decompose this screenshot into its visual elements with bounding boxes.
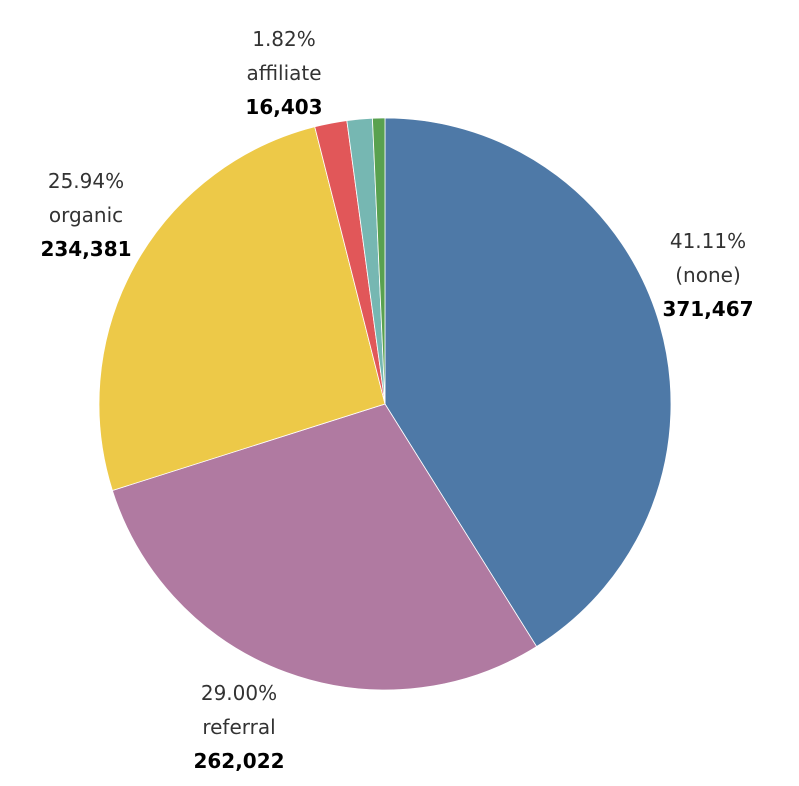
label-none: 41.11% (none) 371,467 [628, 224, 788, 326]
label-organic-category: organic [48, 203, 124, 227]
label-none-value: 371,467 [662, 297, 754, 321]
label-none-percent: 41.11% [669, 229, 747, 253]
label-referral: 29.00% referral 262,022 [159, 676, 319, 778]
label-organic-value: 234,381 [40, 237, 132, 261]
label-organic-percent: 25.94% [47, 169, 125, 193]
label-none-category: (none) [675, 263, 741, 287]
pie-slice-none [384, 117, 672, 648]
label-referral-percent: 29.00% [200, 681, 278, 705]
pie-slice-other-5 [372, 117, 386, 405]
label-referral-category: referral [202, 715, 276, 739]
label-affiliate: 1.82% affiliate 16,403 [204, 22, 364, 124]
label-affiliate-percent: 1.82% [252, 27, 316, 51]
label-affiliate-category: affiliate [246, 61, 322, 85]
pie-slice-referral [111, 403, 538, 691]
label-affiliate-value: 16,403 [245, 95, 323, 119]
pie-slice-organic [98, 126, 386, 492]
label-organic: 25.94% organic 234,381 [6, 164, 166, 266]
label-referral-value: 262,022 [193, 749, 285, 773]
